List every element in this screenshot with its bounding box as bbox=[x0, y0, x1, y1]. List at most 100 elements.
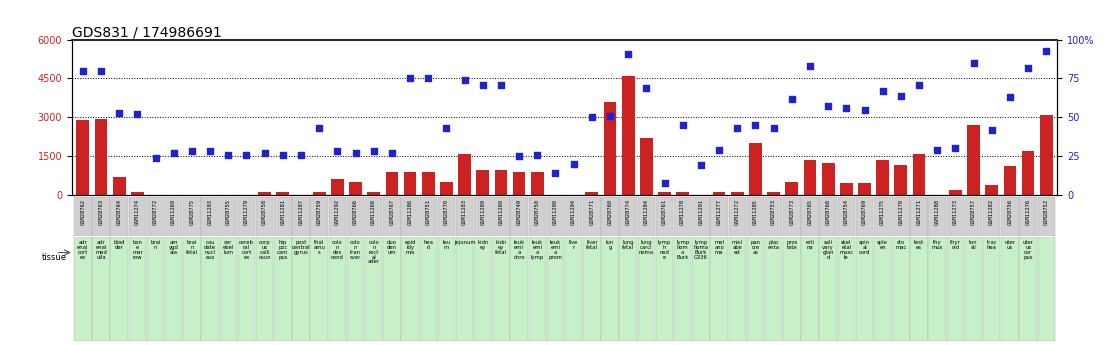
Bar bbox=[111, 237, 128, 341]
Point bbox=[728, 126, 746, 131]
Text: colo
n
tran
sver: colo n tran sver bbox=[350, 240, 361, 259]
Text: GSM28750: GSM28750 bbox=[535, 199, 540, 225]
Point bbox=[437, 126, 455, 131]
Bar bbox=[349, 182, 362, 195]
Text: sali
vary
glan
d: sali vary glan d bbox=[823, 240, 834, 259]
Text: skel
etal
musc
le: skel etal musc le bbox=[839, 240, 853, 259]
Text: GSM28764: GSM28764 bbox=[116, 199, 122, 225]
Text: GSM11275: GSM11275 bbox=[880, 199, 886, 225]
Point bbox=[638, 85, 655, 91]
Text: GSM11277: GSM11277 bbox=[716, 199, 722, 225]
Bar bbox=[456, 197, 474, 236]
Text: hea
rt: hea rt bbox=[423, 240, 433, 250]
Bar bbox=[111, 197, 128, 236]
Bar bbox=[946, 237, 964, 341]
Bar bbox=[583, 197, 601, 236]
Bar bbox=[840, 183, 852, 195]
Bar bbox=[458, 154, 470, 195]
Bar bbox=[786, 182, 798, 195]
Point bbox=[329, 149, 346, 154]
Point bbox=[1037, 48, 1055, 53]
Point bbox=[92, 68, 110, 73]
Bar bbox=[510, 237, 528, 341]
Point bbox=[601, 113, 619, 119]
Bar bbox=[383, 197, 401, 236]
Bar bbox=[674, 237, 692, 341]
Bar bbox=[365, 197, 382, 236]
Bar bbox=[76, 120, 90, 195]
Text: leuk
emi
a
lymp: leuk emi a lymp bbox=[530, 240, 544, 259]
Bar bbox=[201, 197, 219, 236]
Text: cereb
ral
cort
ex: cereb ral cort ex bbox=[239, 240, 254, 259]
Text: jejunum: jejunum bbox=[454, 240, 475, 245]
Text: adr
enal
med
ulla: adr enal med ulla bbox=[95, 240, 107, 259]
Text: GSM28770: GSM28770 bbox=[444, 199, 449, 225]
Text: corp
us
calli
osun: corp us calli osun bbox=[258, 240, 271, 259]
Bar bbox=[474, 237, 492, 341]
Text: GSM11271: GSM11271 bbox=[917, 199, 921, 225]
Bar bbox=[404, 172, 416, 195]
Text: sto
mac: sto mac bbox=[896, 240, 907, 250]
Point bbox=[183, 149, 200, 154]
Point bbox=[946, 146, 964, 151]
Bar bbox=[965, 237, 982, 341]
Bar bbox=[92, 237, 110, 341]
Bar bbox=[783, 197, 800, 236]
Bar bbox=[258, 193, 271, 195]
Bar bbox=[456, 237, 474, 341]
Bar bbox=[565, 237, 582, 341]
Bar bbox=[238, 237, 256, 341]
Text: GSM11279: GSM11279 bbox=[244, 199, 249, 225]
Bar bbox=[1001, 197, 1018, 236]
Bar bbox=[368, 193, 380, 195]
Bar bbox=[968, 125, 980, 195]
Bar bbox=[674, 197, 692, 236]
Bar bbox=[983, 197, 1001, 236]
Text: GSM28768: GSM28768 bbox=[826, 199, 830, 225]
Bar bbox=[74, 197, 92, 236]
Bar bbox=[622, 76, 634, 195]
Point bbox=[565, 161, 582, 167]
Point bbox=[1001, 94, 1018, 100]
Bar bbox=[949, 190, 962, 195]
Bar bbox=[385, 172, 399, 195]
Bar bbox=[422, 172, 435, 195]
Text: GSM11282: GSM11282 bbox=[990, 199, 994, 225]
Bar bbox=[711, 197, 727, 236]
Point bbox=[983, 127, 1001, 132]
Bar bbox=[838, 237, 855, 341]
Text: kidn
ey: kidn ey bbox=[477, 240, 488, 250]
Text: live
r: live r bbox=[569, 240, 578, 250]
Bar bbox=[1020, 197, 1037, 236]
Bar bbox=[310, 237, 328, 341]
Point bbox=[655, 180, 673, 185]
Bar bbox=[892, 197, 910, 236]
Bar bbox=[165, 237, 183, 341]
Text: GSM11269: GSM11269 bbox=[172, 199, 176, 225]
Point bbox=[819, 104, 837, 109]
Text: liver
fetal: liver fetal bbox=[586, 240, 598, 250]
Point bbox=[201, 149, 219, 154]
Bar bbox=[474, 197, 492, 236]
Bar bbox=[238, 197, 256, 236]
Bar bbox=[131, 193, 144, 195]
Text: leuk
emi
a
prom: leuk emi a prom bbox=[549, 240, 562, 259]
Bar bbox=[92, 197, 110, 236]
Text: GSM11283: GSM11283 bbox=[462, 199, 467, 225]
Point bbox=[801, 63, 819, 69]
Point bbox=[1020, 65, 1037, 70]
Text: GSM28765: GSM28765 bbox=[807, 199, 813, 225]
Point bbox=[964, 60, 982, 66]
Point bbox=[929, 147, 946, 152]
Bar bbox=[128, 197, 146, 236]
Bar bbox=[547, 237, 565, 341]
Point bbox=[165, 150, 183, 156]
Bar bbox=[749, 143, 762, 195]
Text: GSM11286: GSM11286 bbox=[407, 199, 413, 225]
Bar bbox=[201, 237, 219, 341]
Bar bbox=[420, 237, 437, 341]
Bar bbox=[402, 197, 418, 236]
Bar bbox=[1001, 237, 1018, 341]
Bar bbox=[728, 197, 746, 236]
Point bbox=[838, 105, 856, 111]
